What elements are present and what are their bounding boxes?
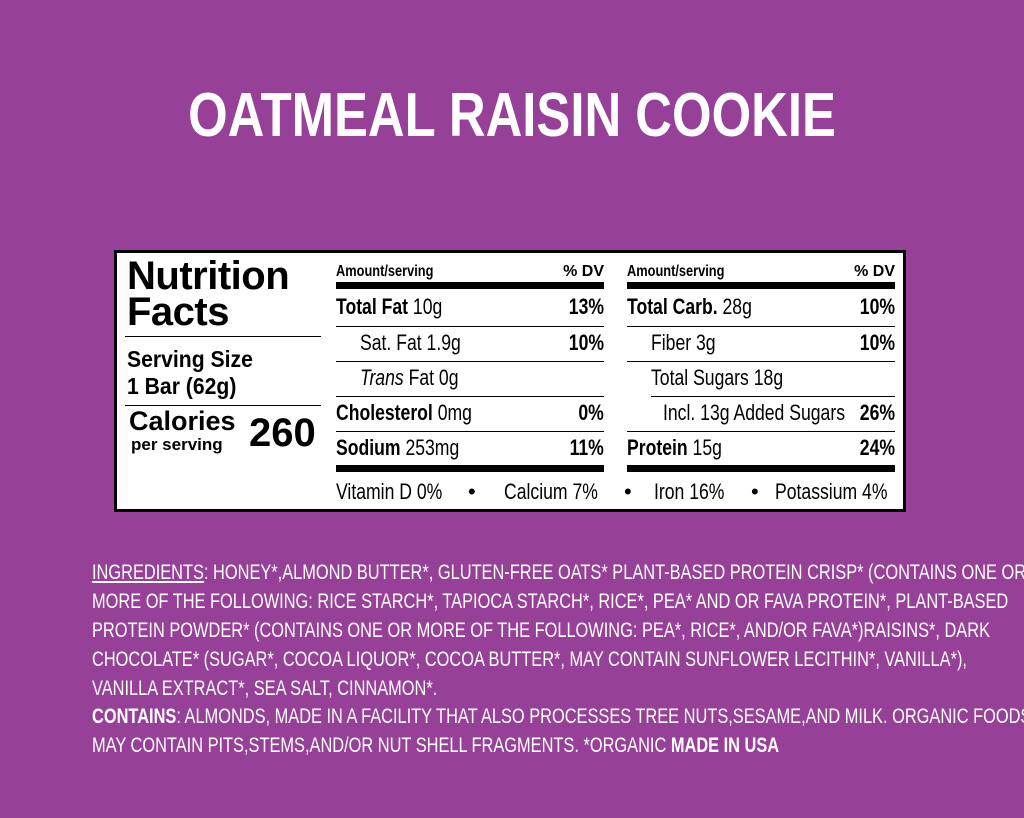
bullet: • [624, 479, 632, 504]
nutrient-row-fiber: Fiber 3g 10% [651, 330, 895, 355]
divider [125, 336, 321, 337]
contains-line: MAY CONTAIN PITS,STEMS,AND/OR NUT SHELL … [92, 734, 780, 757]
ingredients-label: INGREDIENTS [92, 561, 204, 584]
ingredients-line: PROTEIN POWDER* (CONTAINS ONE OR MORE OF… [92, 619, 990, 642]
bullet: • [751, 479, 759, 504]
header-amount: Amount/serving [336, 263, 434, 280]
divider [125, 405, 321, 406]
header-dv: % DV [854, 263, 895, 280]
nutrient-row-cholesterol: Cholesterol 0mg 0% [336, 400, 604, 425]
nutrient-row-total-sugars: Total Sugars 18g [651, 365, 784, 390]
product-title: OATMEAL RAISIN COOKIE [188, 81, 836, 150]
ingredients-line: CHOCOLATE* (SUGAR*, COCOA LIQUOR*, COCOA… [92, 648, 967, 671]
per-serving-label: per serving [131, 435, 223, 454]
nutrition-facts-panel: Nutrition Facts Serving Size 1 Bar (62g) … [114, 250, 906, 512]
micro-calcium: Calcium 7% [504, 479, 598, 504]
nutrient-row-trans-fat: Trans Fat 0g [360, 365, 459, 390]
nutrient-table-right: Amount/serving % DV Total Carb. 28g 10% Fi… [627, 253, 895, 509]
ingredients-line: INGREDIENTS: HONEY*,ALMOND BUTTER*, GLUT… [92, 561, 1024, 584]
nutrition-facts-heading: Nutrition Facts [127, 254, 290, 334]
contains-line: CONTAINS: ALMONDS, MADE IN A FACILITY TH… [92, 705, 1024, 728]
nutrient-row-total-carb: Total Carb. 28g 10% [627, 294, 895, 319]
calories-value: 260 [249, 411, 316, 455]
nutrient-row-sodium: Sodium 253mg 11% [336, 435, 604, 460]
made-in-usa: MADE IN USA [670, 734, 780, 757]
nutrient-row-sat-fat: Sat. Fat 1.9g 10% [360, 330, 604, 355]
header-dv: % DV [563, 263, 604, 280]
serving-size: Serving Size 1 Bar (62g) [127, 346, 253, 399]
nutrient-row-protein: Protein 15g 24% [627, 435, 895, 460]
nutrient-table-left: Amount/serving % DV Total Fat 10g 13% Sat.… [336, 253, 604, 509]
nutrient-row-added-sugars: Incl. 13g Added Sugars 26% [663, 400, 895, 425]
micro-iron: Iron 16% [654, 479, 725, 504]
micro-potassium: Potassium 4% [775, 479, 888, 504]
header-amount: Amount/serving [627, 263, 725, 280]
ingredients-line: MORE OF THE FOLLOWING: RICE STARCH*, TAP… [92, 590, 1009, 613]
nutrient-row-total-fat: Total Fat 10g 13% [336, 294, 604, 319]
bullet: • [468, 479, 476, 504]
micro-vitamin-d: Vitamin D 0% [336, 479, 443, 504]
calories-label: Calories [129, 406, 236, 436]
contains-label: CONTAINS [92, 705, 177, 728]
ingredients-line: VANILLA EXTRACT*, SEA SALT, CINNAMON*. [92, 677, 438, 700]
